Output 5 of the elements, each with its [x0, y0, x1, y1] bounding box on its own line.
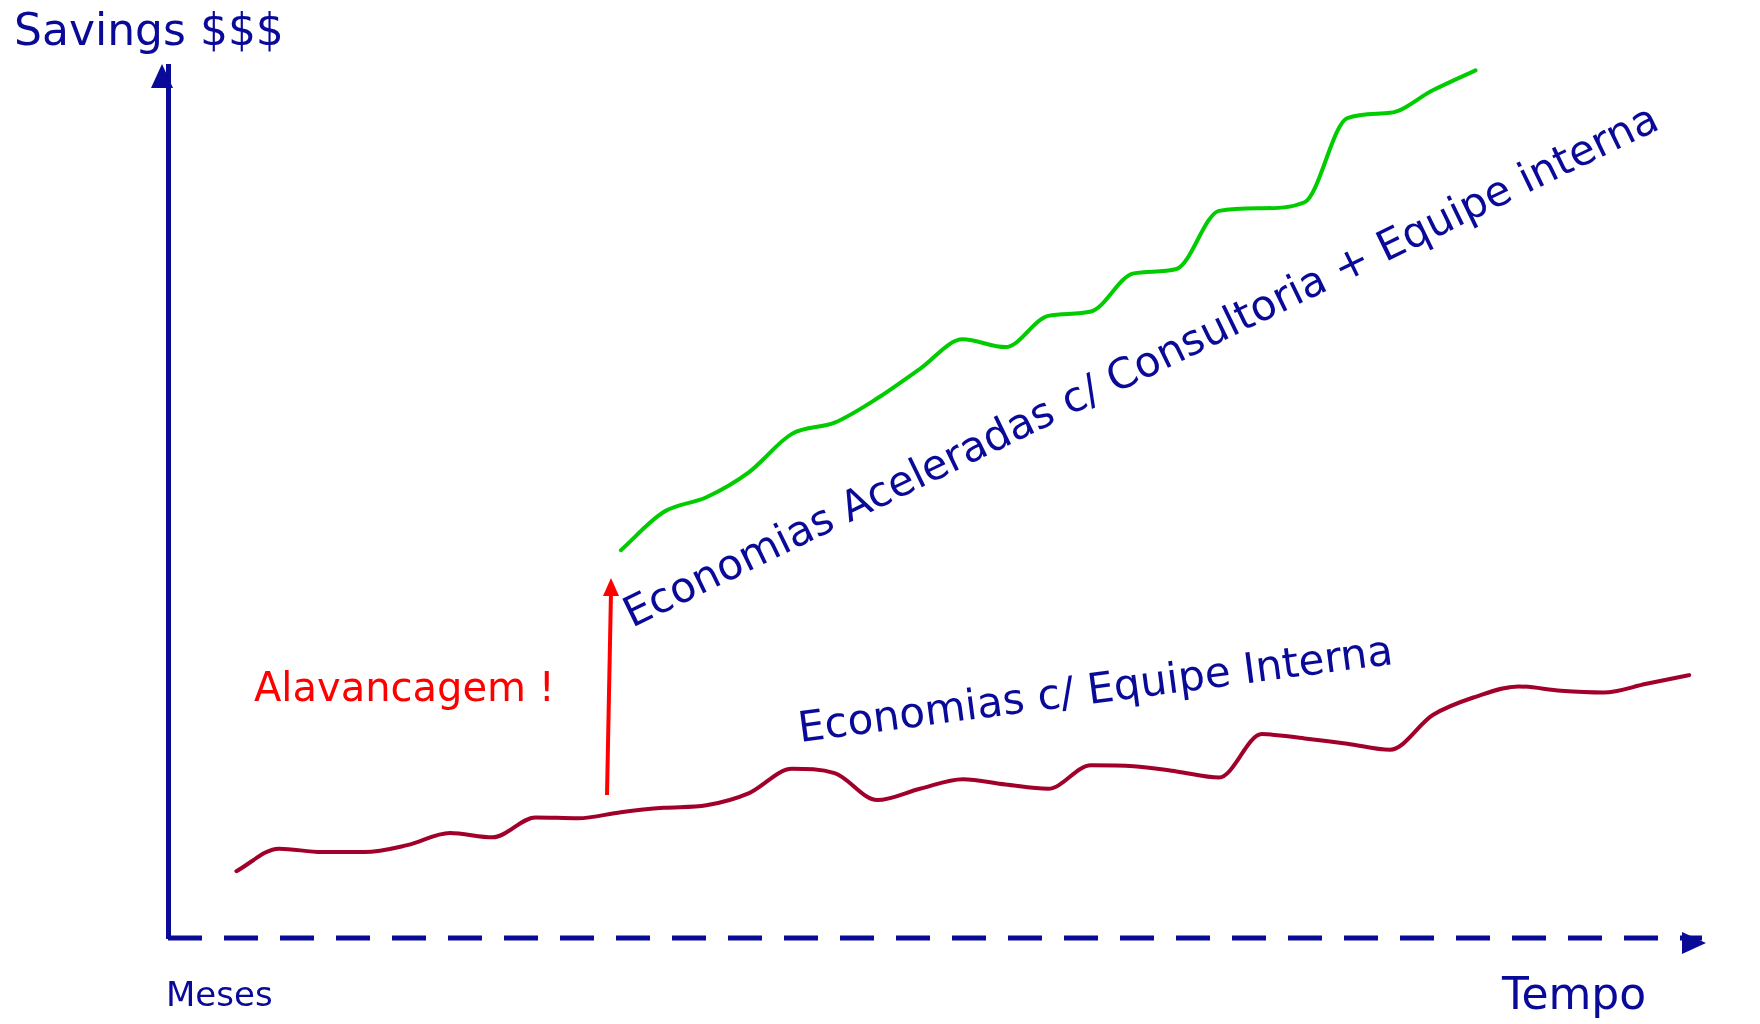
text: Meses — [166, 974, 273, 1014]
x-axis-title: Tempo — [1502, 968, 1647, 1019]
annotation: Alavancagem ! — [254, 664, 555, 710]
text: Economias c/ Equipe Interna — [794, 625, 1396, 752]
y-axis-title: Savings $$$ — [14, 4, 284, 55]
